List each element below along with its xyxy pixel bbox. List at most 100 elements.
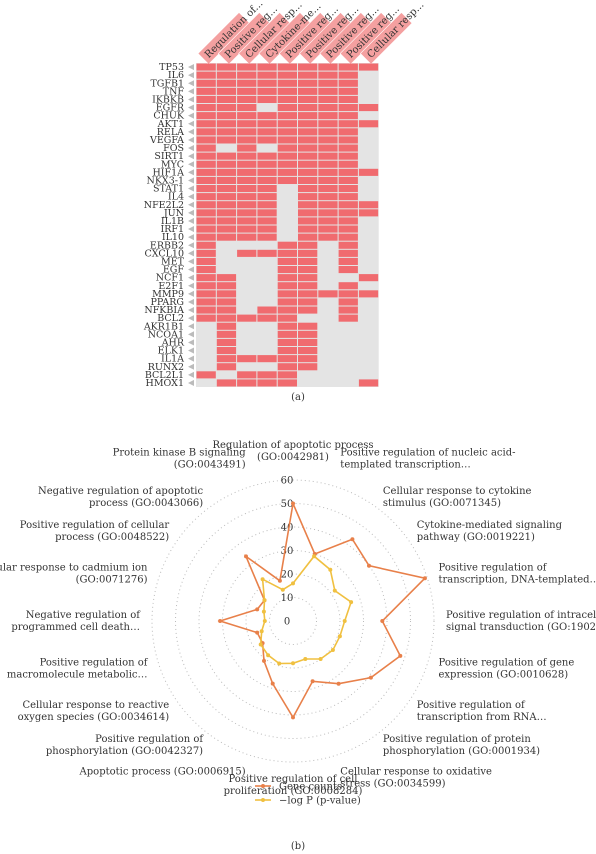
row-marker bbox=[188, 145, 194, 152]
heatmap-cell bbox=[358, 347, 379, 355]
heatmap-cell bbox=[196, 241, 216, 249]
heatmap-cell bbox=[216, 71, 237, 79]
heatmap-cell bbox=[318, 379, 338, 387]
row-label: VEGFA bbox=[149, 135, 184, 146]
heatmap-cell bbox=[338, 217, 358, 225]
heatmap-cell bbox=[216, 282, 237, 290]
row-marker bbox=[188, 371, 194, 378]
row-label: NKX3-1 bbox=[147, 176, 184, 187]
heatmap-cell bbox=[216, 152, 237, 160]
heatmap-cell bbox=[277, 63, 297, 71]
heatmap-cell bbox=[277, 128, 297, 136]
heatmap-cell bbox=[298, 120, 318, 128]
radar-point bbox=[337, 634, 342, 639]
row-label: TNF bbox=[163, 86, 185, 97]
heatmap-cell bbox=[277, 233, 297, 241]
radar-category-label: Positive regulation of nucleic acid-temp… bbox=[340, 448, 515, 471]
heatmap-cell bbox=[338, 112, 358, 120]
radar-tick-label: 40 bbox=[281, 523, 294, 534]
heatmap-cell bbox=[358, 209, 379, 217]
radar-point bbox=[318, 657, 323, 661]
heatmap-cell bbox=[257, 241, 277, 249]
heatmap-cell bbox=[358, 104, 379, 112]
heatmap-cell bbox=[196, 168, 216, 176]
radar-point bbox=[261, 609, 266, 614]
heatmap-cell bbox=[237, 136, 257, 144]
heatmap-cell bbox=[196, 330, 216, 338]
heatmap-cell bbox=[216, 314, 237, 322]
radar-point bbox=[270, 681, 275, 686]
heatmap-cell bbox=[277, 347, 297, 355]
radar-category-label: Cellular response to reactive oxygen spec… bbox=[18, 700, 170, 723]
row-marker bbox=[188, 307, 194, 314]
radar-category-label: Apoptotic process (GO:0006915) bbox=[79, 767, 246, 778]
row-marker bbox=[188, 80, 194, 87]
heatmap-cell bbox=[216, 201, 237, 209]
heatmap-cell bbox=[298, 176, 318, 184]
row-marker bbox=[188, 136, 194, 143]
radar-legend: Gene counts −log P (p-value) bbox=[255, 782, 361, 807]
heatmap-cell bbox=[298, 95, 318, 103]
heatmap-cell bbox=[237, 241, 257, 249]
heatmap-cell bbox=[257, 330, 277, 338]
heatmap-cell bbox=[277, 185, 297, 193]
heatmap-cell bbox=[318, 347, 338, 355]
heatmap-cell bbox=[196, 379, 216, 387]
heatmap-cell bbox=[298, 185, 318, 193]
heatmap-cell bbox=[298, 355, 318, 363]
heatmap-cell bbox=[216, 168, 237, 176]
radar-point bbox=[277, 661, 282, 666]
row-label: IL10 bbox=[162, 232, 184, 243]
heatmap-cell bbox=[338, 87, 358, 95]
heatmap-cell bbox=[358, 338, 379, 346]
heatmap-cell bbox=[298, 306, 318, 314]
heatmap-cell bbox=[196, 201, 216, 209]
row-marker bbox=[188, 242, 194, 249]
heatmap-cell bbox=[257, 209, 277, 217]
row-label: BCL2 bbox=[157, 313, 184, 324]
heatmap-cell bbox=[298, 233, 318, 241]
row-marker bbox=[188, 177, 194, 184]
heatmap-cell bbox=[237, 314, 257, 322]
row-marker bbox=[188, 355, 194, 362]
heatmap-cell bbox=[338, 209, 358, 217]
heatmap-cell bbox=[196, 355, 216, 363]
heatmap-cell bbox=[237, 63, 257, 71]
heatmap-cell bbox=[318, 128, 338, 136]
row-label: RELA bbox=[157, 127, 184, 138]
heatmap-cell bbox=[277, 120, 297, 128]
heatmap-cell bbox=[277, 314, 297, 322]
radar-category-label: Positive regulation of macromolecule meta… bbox=[7, 657, 149, 680]
row-label: NFE2L2 bbox=[144, 200, 184, 211]
row-label: JUN bbox=[163, 208, 184, 219]
heatmap-cell bbox=[237, 209, 257, 217]
radar-point bbox=[303, 657, 308, 661]
heatmap-cell bbox=[257, 71, 277, 79]
heatmap-cell bbox=[318, 112, 338, 120]
heatmap-cell bbox=[257, 95, 277, 103]
radar-category-label: Cellular response to oxidative stress (GO… bbox=[340, 767, 492, 790]
heatmap-cell bbox=[318, 314, 338, 322]
heatmap-cell bbox=[196, 249, 216, 257]
heatmap-cell bbox=[257, 225, 277, 233]
heatmap-cell bbox=[358, 233, 379, 241]
heatmap-cell bbox=[257, 160, 277, 168]
heatmap-cell bbox=[237, 257, 257, 265]
heatmap-cell bbox=[196, 63, 216, 71]
heatmap-cell bbox=[298, 241, 318, 249]
heatmap-cell bbox=[257, 282, 277, 290]
row-marker bbox=[188, 96, 194, 103]
heatmap-cell bbox=[216, 330, 237, 338]
radar-point bbox=[310, 679, 315, 684]
heatmap-cell bbox=[358, 322, 379, 330]
heatmap-cell bbox=[257, 217, 277, 225]
heatmap-cell bbox=[196, 112, 216, 120]
heatmap-cell bbox=[318, 322, 338, 330]
heatmap-cell bbox=[318, 363, 338, 371]
heatmap-cell bbox=[358, 371, 379, 379]
heatmap-cell bbox=[318, 274, 338, 282]
row-label: AHR bbox=[161, 338, 185, 349]
heatmap-cell bbox=[338, 233, 358, 241]
heatmap-cell bbox=[257, 79, 277, 87]
